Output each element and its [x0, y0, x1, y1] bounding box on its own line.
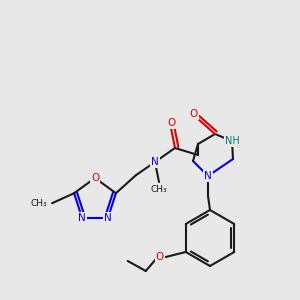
- Text: CH₃: CH₃: [31, 199, 47, 208]
- Text: O: O: [155, 252, 164, 262]
- Text: O: O: [91, 173, 99, 183]
- Text: O: O: [167, 118, 175, 128]
- Text: N: N: [104, 213, 112, 223]
- Text: N: N: [151, 157, 159, 167]
- Text: O: O: [190, 109, 198, 119]
- Text: CH₃: CH₃: [151, 185, 167, 194]
- Text: N: N: [78, 213, 86, 223]
- Text: NH: NH: [225, 136, 239, 146]
- Text: N: N: [204, 171, 212, 181]
